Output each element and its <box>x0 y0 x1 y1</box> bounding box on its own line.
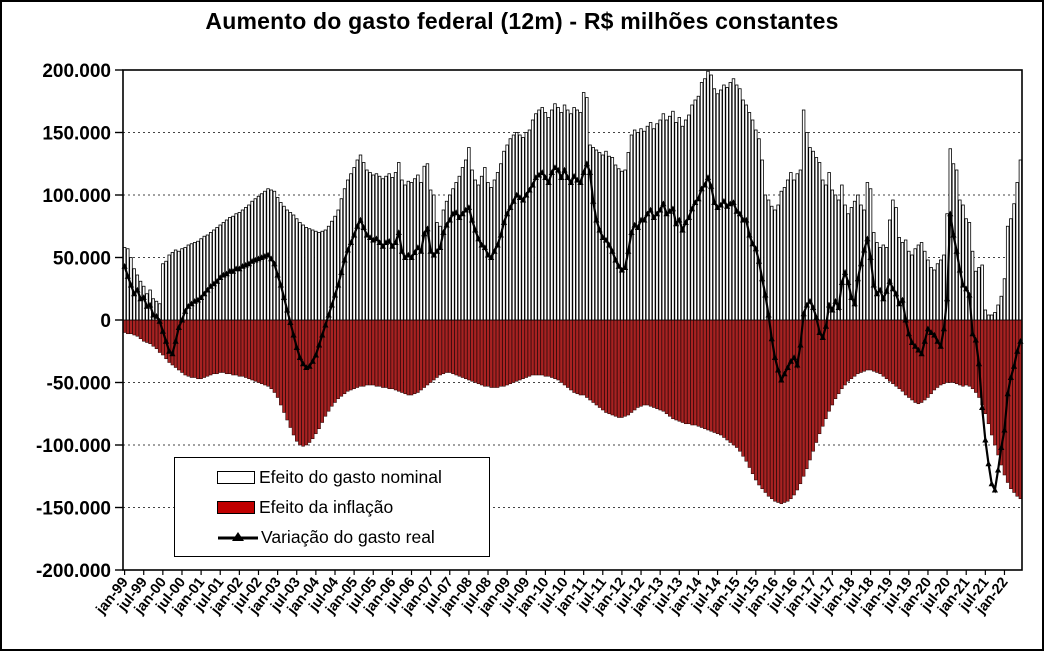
inflation-bar-swatch-icon <box>217 500 255 514</box>
inflation-bars <box>122 319 1023 505</box>
y-tick-label: -50.000 <box>47 373 111 394</box>
legend-label-inflacao: Efeito da inflação <box>259 496 394 517</box>
y-tick-label: 50.000 <box>53 248 111 269</box>
nominal-bar-swatch-icon <box>217 470 255 484</box>
chart-title: Aumento do gasto federal (12m) - R$ milh… <box>205 8 839 34</box>
nominal-bars <box>122 70 1023 321</box>
y-axis: 200.000 150.000 100.000 50.000 0 -50.000 -100.… <box>36 61 123 582</box>
legend-item-nominal: Efeito do gasto nominal <box>217 465 489 489</box>
legend-label-real: Variação do gasto real <box>261 526 435 547</box>
y-tick-label: 100.000 <box>42 186 111 207</box>
legend-item-real: Variação do gasto real <box>217 525 489 549</box>
legend-item-inflacao: Efeito da inflação <box>217 495 489 519</box>
y-tick-label: 200.000 <box>42 61 111 82</box>
chart-legend: Efeito do gasto nominal Efeito da inflaç… <box>174 457 490 557</box>
y-tick-label: -100.000 <box>36 436 111 457</box>
y-tick-label: 150.000 <box>42 123 111 144</box>
real-line-swatch-icon <box>218 532 258 541</box>
y-tick-label: -150.000 <box>36 498 111 519</box>
real-line <box>121 160 1024 494</box>
legend-label-nominal: Efeito do gasto nominal <box>259 466 442 487</box>
x-axis: jan-99jul-99jan-00jul-00jan-01jul-01jan-… <box>93 570 1012 618</box>
y-tick-label: -200.000 <box>36 561 111 582</box>
y-tick-label: 0 <box>100 311 111 332</box>
